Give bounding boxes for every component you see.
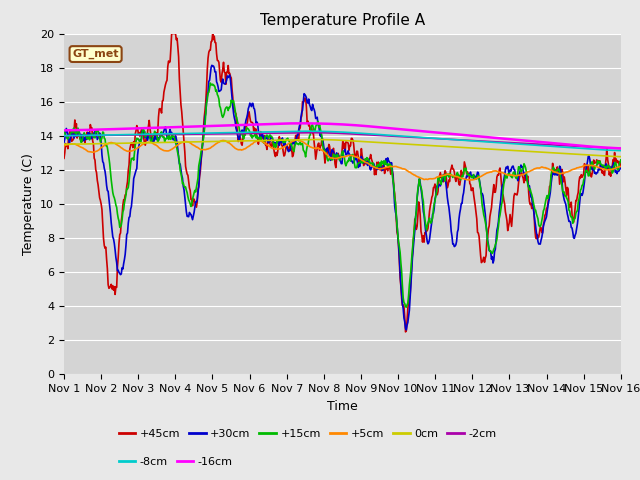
0cm	[60, 142, 68, 147]
-16cm	[617, 145, 625, 151]
+45cm	[428, 194, 436, 200]
-16cm	[70, 127, 78, 133]
+5cm	[428, 176, 435, 181]
-2cm	[70, 133, 78, 139]
Y-axis label: Temperature (C): Temperature (C)	[22, 153, 35, 255]
0cm	[214, 138, 221, 144]
-16cm	[428, 129, 435, 135]
-2cm	[184, 132, 192, 137]
-8cm	[428, 135, 435, 141]
+30cm	[184, 214, 192, 219]
-2cm	[60, 133, 68, 139]
+15cm	[207, 80, 214, 86]
+15cm	[184, 194, 192, 200]
+45cm	[60, 156, 68, 161]
+30cm	[214, 84, 222, 90]
Line: +15cm: +15cm	[64, 83, 621, 307]
Line: +45cm: +45cm	[64, 34, 621, 332]
+5cm	[411, 172, 419, 178]
+30cm	[428, 219, 436, 225]
+5cm	[293, 137, 301, 143]
+15cm	[428, 218, 436, 224]
-2cm	[617, 145, 625, 151]
+5cm	[127, 148, 135, 154]
0cm	[70, 141, 78, 147]
Title: Temperature Profile A: Temperature Profile A	[260, 13, 425, 28]
+45cm	[214, 58, 222, 63]
+30cm	[70, 135, 78, 141]
+5cm	[184, 139, 192, 144]
Line: -16cm: -16cm	[64, 123, 621, 148]
Line: +5cm: +5cm	[64, 140, 621, 180]
0cm	[617, 154, 625, 159]
Line: -2cm: -2cm	[64, 132, 621, 148]
+5cm	[70, 141, 78, 147]
-8cm	[127, 132, 135, 137]
+45cm	[168, 31, 175, 36]
Text: GT_met: GT_met	[72, 49, 119, 59]
+45cm	[70, 128, 78, 133]
+15cm	[60, 128, 68, 134]
+45cm	[127, 140, 135, 145]
-8cm	[70, 132, 78, 138]
+5cm	[214, 140, 221, 146]
-8cm	[184, 131, 192, 136]
+45cm	[402, 329, 410, 335]
+30cm	[208, 62, 216, 68]
+45cm	[412, 223, 419, 229]
-16cm	[60, 128, 68, 133]
0cm	[127, 140, 135, 146]
-16cm	[184, 124, 192, 130]
+45cm	[617, 163, 625, 169]
-8cm	[214, 130, 221, 136]
Line: +30cm: +30cm	[64, 65, 621, 330]
+45cm	[185, 179, 193, 184]
0cm	[311, 137, 319, 143]
+30cm	[617, 165, 625, 170]
-8cm	[617, 148, 625, 154]
+5cm	[60, 143, 68, 148]
+5cm	[467, 177, 474, 183]
+5cm	[617, 164, 625, 169]
+15cm	[70, 125, 78, 131]
-2cm	[307, 130, 314, 135]
-16cm	[299, 120, 307, 126]
+15cm	[412, 214, 419, 220]
+30cm	[403, 327, 410, 333]
Line: -8cm: -8cm	[64, 131, 621, 151]
Legend: -8cm, -16cm: -8cm, -16cm	[114, 452, 237, 471]
0cm	[184, 139, 192, 145]
0cm	[411, 142, 419, 147]
+15cm	[127, 156, 135, 161]
Line: 0cm: 0cm	[64, 140, 621, 156]
-16cm	[411, 128, 419, 133]
+30cm	[127, 204, 135, 209]
X-axis label: Time: Time	[327, 400, 358, 413]
-16cm	[214, 123, 221, 129]
-2cm	[428, 135, 435, 141]
-2cm	[214, 131, 221, 137]
-8cm	[303, 128, 311, 134]
-16cm	[127, 126, 135, 132]
+30cm	[60, 140, 68, 145]
+15cm	[403, 304, 410, 310]
-2cm	[411, 134, 419, 140]
-8cm	[411, 134, 419, 140]
+30cm	[412, 215, 419, 220]
-8cm	[60, 133, 68, 139]
+15cm	[214, 93, 222, 99]
0cm	[428, 143, 435, 148]
+15cm	[617, 157, 625, 163]
-2cm	[127, 132, 135, 138]
